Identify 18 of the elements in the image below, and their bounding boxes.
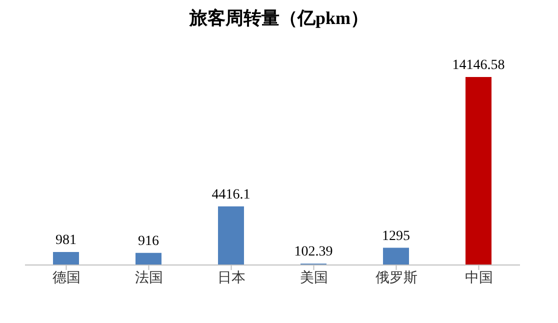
x-tick-label: 中国 bbox=[464, 270, 493, 286]
x-tick-label: 俄罗斯 bbox=[375, 270, 418, 286]
bar bbox=[136, 252, 162, 265]
chart-title: 旅客周转量（亿pkm） bbox=[188, 7, 370, 30]
data-label: 981 bbox=[56, 232, 76, 248]
x-tick-label: 日本 bbox=[217, 270, 246, 286]
bar bbox=[466, 77, 492, 265]
bar bbox=[383, 248, 409, 265]
data-label: 102.39 bbox=[294, 244, 333, 260]
data-label: 1295 bbox=[382, 228, 410, 244]
x-tick-label: 法国 bbox=[134, 270, 163, 286]
data-label: 4416.1 bbox=[212, 187, 250, 202]
bar bbox=[218, 206, 244, 265]
data-label: 14146.58 bbox=[452, 58, 505, 73]
x-tick-label: 美国 bbox=[300, 270, 328, 286]
data-label: 916 bbox=[138, 234, 159, 249]
bar bbox=[53, 252, 79, 265]
x-tick-label: 德国 bbox=[52, 270, 80, 286]
